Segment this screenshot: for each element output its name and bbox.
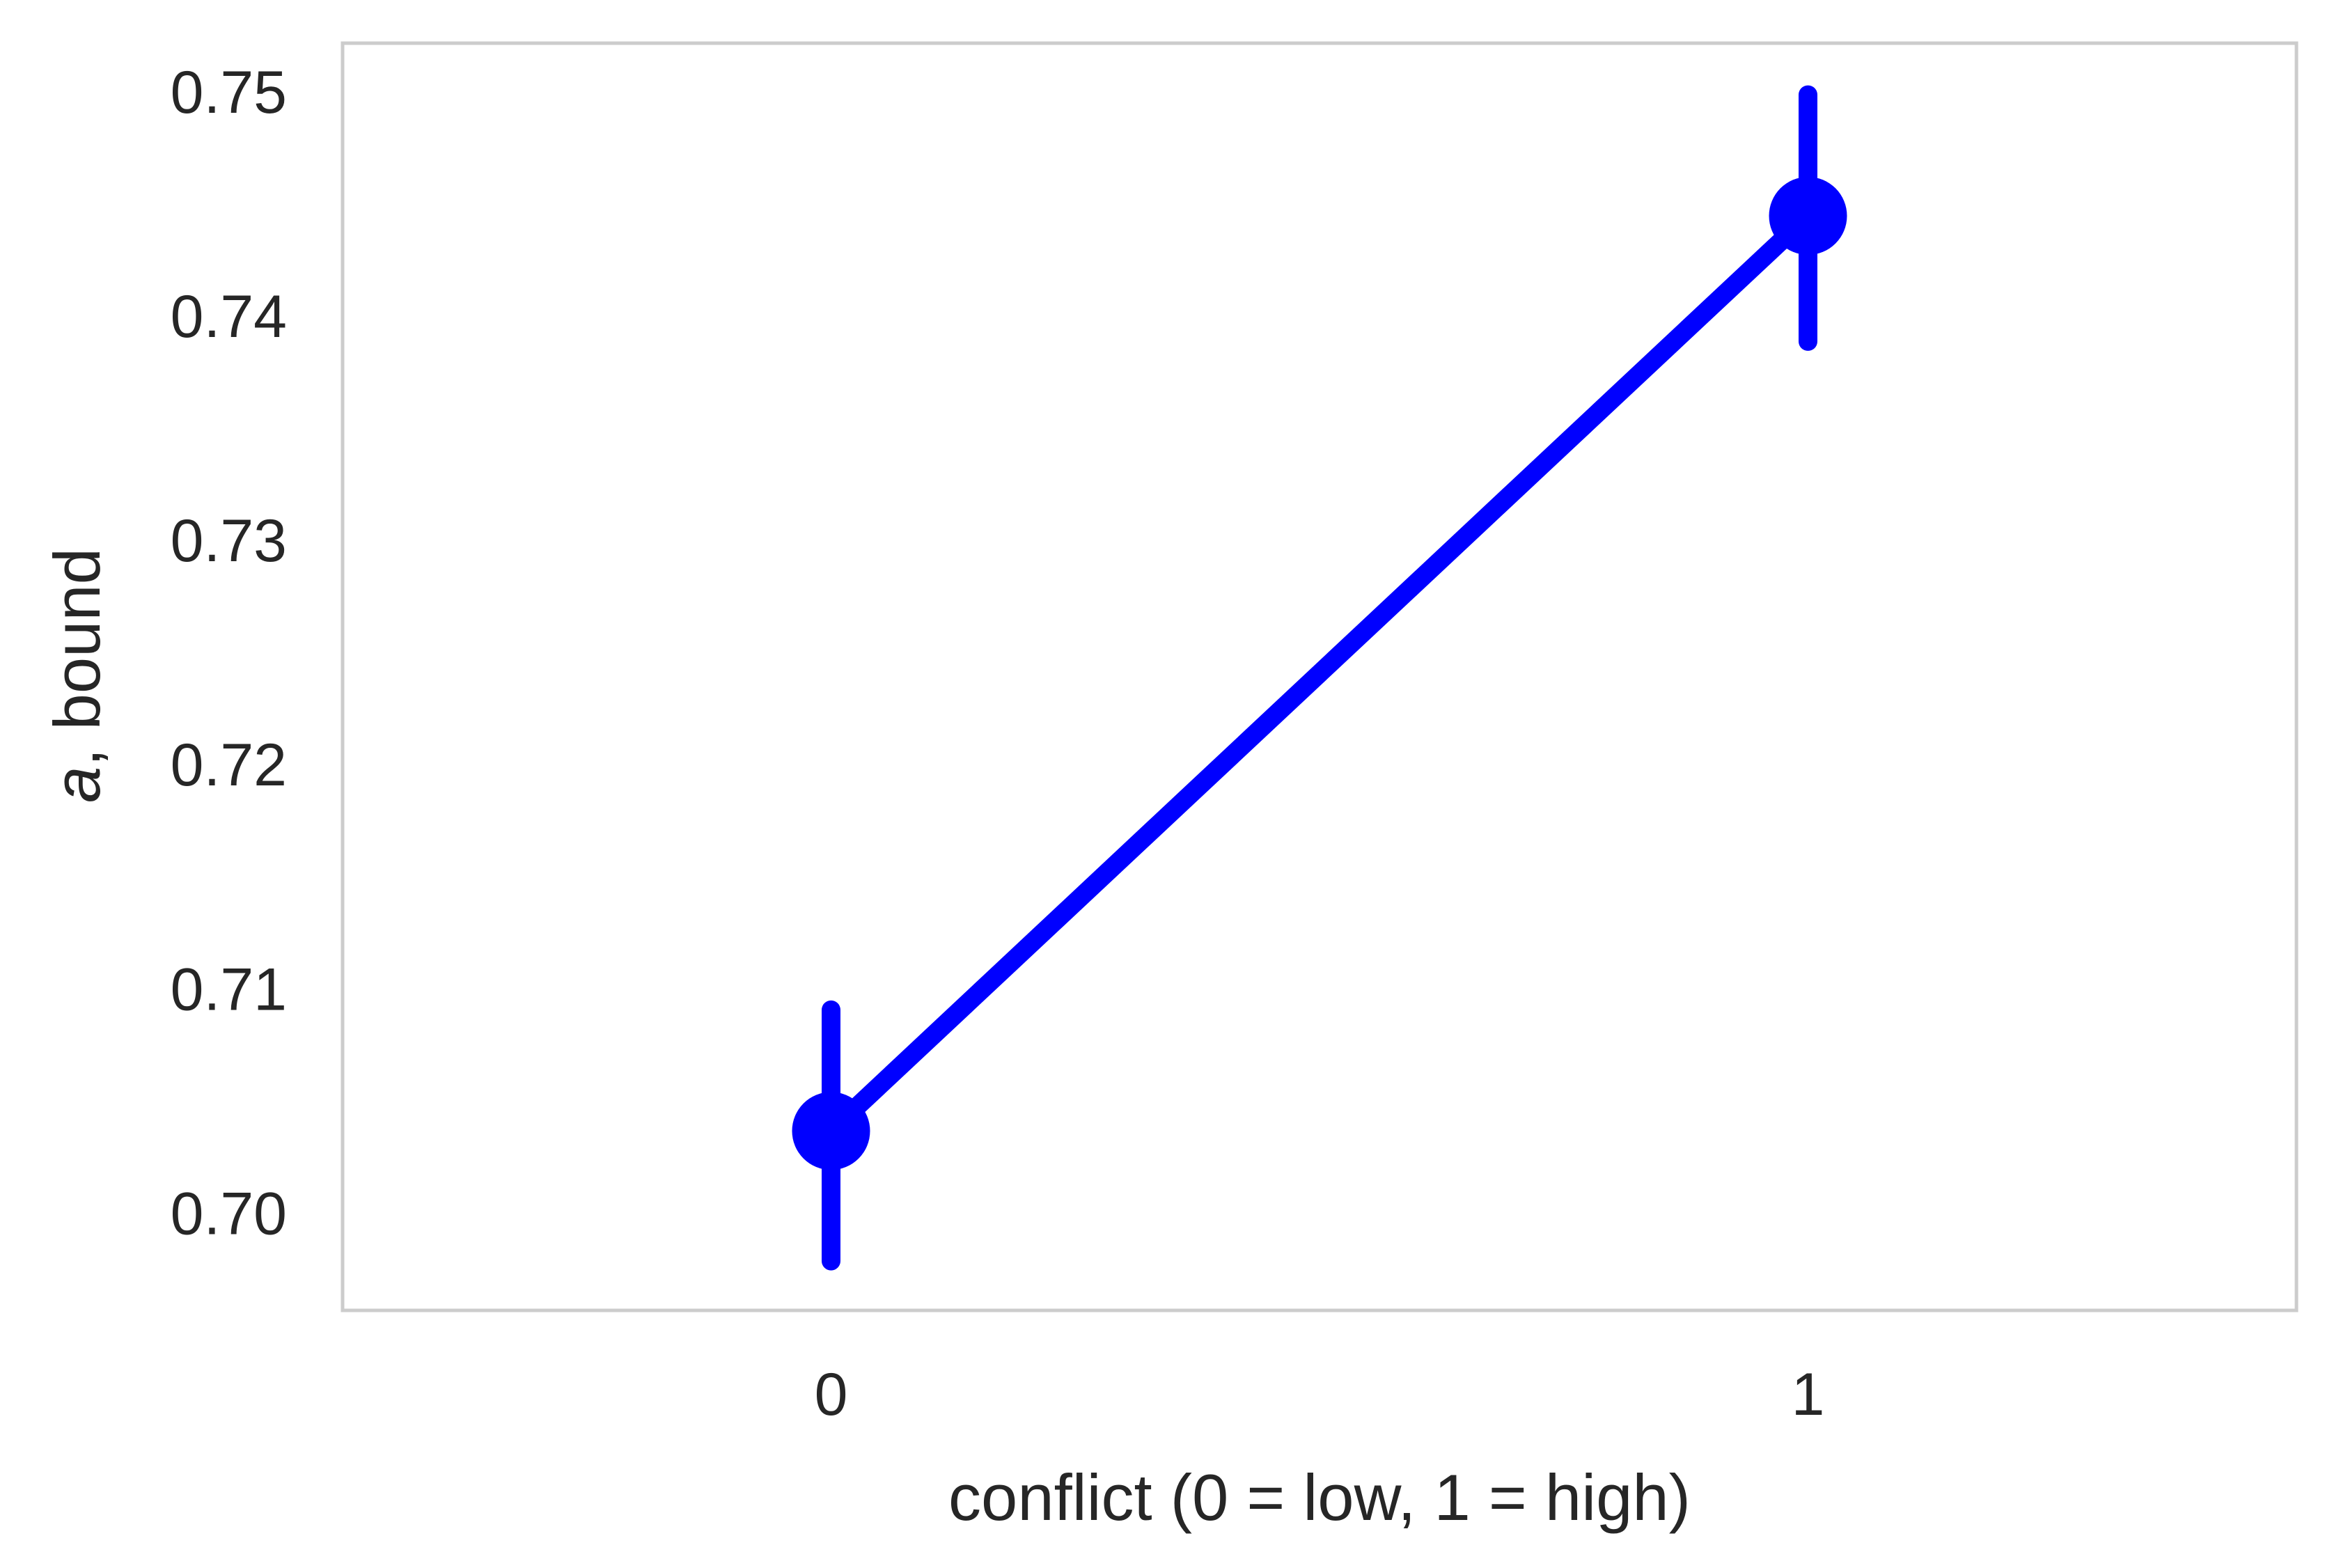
- x-axis-label: conflict (0 = low, 1 = high): [948, 1461, 1691, 1534]
- y-tick-label: 0.70: [171, 1180, 287, 1247]
- plot-frame: [340, 41, 2299, 1312]
- y-axis-label-symbol: a: [40, 767, 113, 803]
- y-tick-label: 0.74: [171, 283, 287, 350]
- y-axis-label-text: , bound: [40, 548, 113, 767]
- y-axis-label: a, bound: [40, 548, 113, 803]
- y-tick-label: 0.72: [171, 732, 287, 799]
- x-tick-label: 0: [815, 1361, 848, 1428]
- y-tick-label: 0.75: [171, 59, 287, 126]
- plot-area: [340, 41, 2299, 1312]
- x-tick-label: 1: [1792, 1361, 1825, 1428]
- y-tick-label: 0.73: [171, 508, 287, 574]
- data-point-0: [792, 1092, 870, 1170]
- y-axis-ticks: 0.70 0.71 0.72 0.73 0.74 0.75: [171, 59, 287, 1248]
- series-line: [822, 206, 1817, 1140]
- data-point-1: [1769, 177, 1847, 256]
- y-tick-label: 0.71: [171, 956, 287, 1023]
